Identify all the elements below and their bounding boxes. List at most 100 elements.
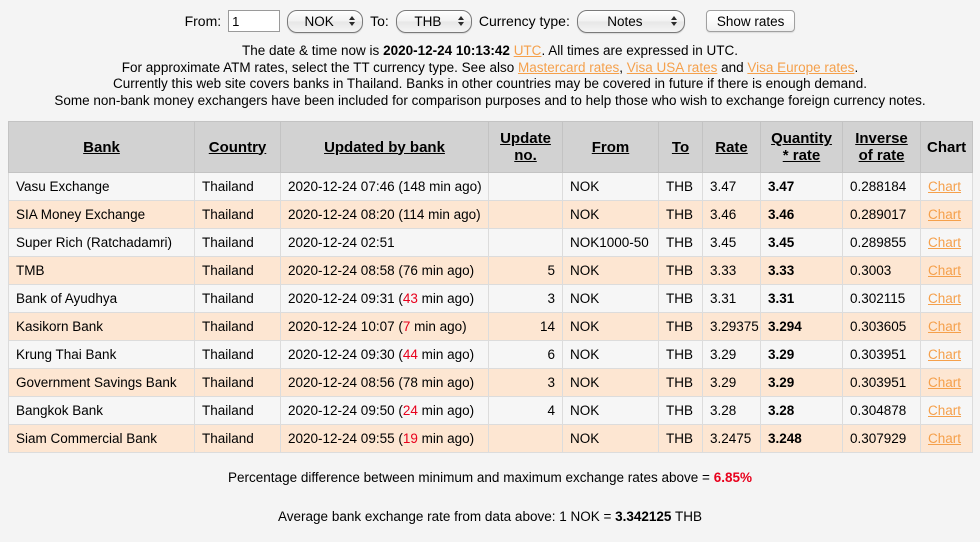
from-currency-select[interactable]: NOK [287, 9, 364, 33]
minutes-ago-value: 7 [402, 319, 411, 334]
intro-line2-sep1: , [619, 59, 627, 75]
cell-quantity-times-rate: 3.45 [760, 228, 843, 257]
cell-from: NOK [562, 368, 659, 397]
updated-timestamp: 2020-12-24 07:46 ( [288, 179, 403, 194]
cell-bank: Bangkok Bank [8, 396, 195, 425]
minutes-ago-value: 76 [402, 263, 418, 278]
cell-updated-by-bank: 2020-12-24 10:07 (7 min ago) [280, 312, 489, 341]
cell-update-no [488, 200, 563, 229]
cell-chart: Chart [920, 424, 973, 453]
updated-timestamp: 2020-12-24 10:07 ( [288, 319, 403, 334]
column-header-bank-label: Bank [83, 138, 120, 156]
cell-country: Thailand [194, 284, 281, 313]
column-header-rate[interactable]: Rate [702, 121, 761, 173]
table-header-row: Bank Country Updated by bank Update no. F… [8, 121, 973, 173]
chart-link[interactable]: Chart [928, 375, 962, 390]
intro-line2-prefix: For approximate ATM rates, select the TT… [121, 59, 518, 75]
chart-link[interactable]: Chart [928, 347, 962, 362]
cell-from: NOK [562, 340, 659, 369]
cell-inverse-of-rate: 0.304878 [842, 396, 921, 425]
updated-timestamp: 2020-12-24 08:20 ( [288, 207, 403, 222]
column-header-inverse-line2: of rate [858, 147, 905, 164]
column-header-bank[interactable]: Bank [8, 121, 195, 173]
rate-query-toolbar: From: NOK To: THB Currency type: Notes S… [0, 0, 980, 38]
chart-link[interactable]: Chart [928, 319, 962, 334]
table-row: Super Rich (Ratchadamri) Thailand 2020-12-… [8, 228, 973, 257]
chart-link[interactable]: Chart [928, 179, 962, 194]
intro-line-3: Currently this web site covers banks in … [113, 76, 867, 91]
currency-type-select[interactable]: Notes [576, 9, 685, 33]
visa-europe-rates-link[interactable]: Visa Europe rates [747, 59, 855, 75]
chart-link[interactable]: Chart [928, 263, 962, 278]
column-header-updated-label: Updated by bank [324, 138, 445, 156]
cell-updated-by-bank: 2020-12-24 09:50 (24 min ago) [280, 396, 489, 425]
cell-country: Thailand [194, 396, 281, 425]
cell-bank: Siam Commercial Bank [8, 424, 195, 453]
cell-quantity-times-rate: 3.47 [760, 172, 843, 201]
updated-timestamp: 2020-12-24 08:56 ( [288, 375, 403, 390]
column-header-inverse-of-rate[interactable]: Inverse of rate [842, 121, 921, 173]
average-rate-line: Average bank exchange rate from data abo… [0, 509, 980, 524]
to-currency-select[interactable]: THB [395, 9, 472, 33]
cell-country: Thailand [194, 228, 281, 257]
minutes-ago-suffix: min ago) [417, 347, 475, 362]
cell-rate: 3.33 [702, 256, 761, 285]
intro-text: The date & time now is 2020-12-24 10:13:… [0, 43, 980, 109]
column-header-updated-by-bank[interactable]: Updated by bank [280, 121, 489, 173]
chart-link[interactable]: Chart [928, 431, 962, 446]
minutes-ago-value: 44 [402, 347, 418, 362]
cell-country: Thailand [194, 172, 281, 201]
chart-link[interactable]: Chart [928, 207, 962, 222]
utc-link[interactable]: UTC [513, 43, 542, 58]
chart-link[interactable]: Chart [928, 235, 962, 250]
rates-table: Bank Country Updated by bank Update no. F… [8, 121, 973, 453]
column-header-country-label: Country [208, 138, 267, 156]
table-row: TMB Thailand 2020-12-24 08:58 (76 min ago)… [8, 256, 973, 285]
cell-update-no: 3 [488, 368, 563, 397]
cell-to: THB [658, 424, 703, 453]
column-header-update-no[interactable]: Update no. [488, 121, 563, 173]
cell-country: Thailand [194, 200, 281, 229]
cell-from: NOK1000-50 [562, 228, 659, 257]
cell-to: THB [658, 396, 703, 425]
table-row: Krung Thai Bank Thailand 2020-12-24 09:30 … [8, 340, 973, 369]
column-header-country[interactable]: Country [194, 121, 281, 173]
visa-usa-rates-link[interactable]: Visa USA rates [626, 59, 718, 75]
cell-update-no [488, 172, 563, 201]
minutes-ago-value: 24 [402, 403, 418, 418]
chart-link[interactable]: Chart [928, 291, 962, 306]
cell-rate: 3.46 [702, 200, 761, 229]
minutes-ago-suffix: min ago) [425, 179, 482, 194]
show-rates-button[interactable]: Show rates [705, 10, 796, 32]
cell-inverse-of-rate: 0.303951 [842, 340, 921, 369]
current-datetime: 2020-12-24 10:13:42 [383, 43, 510, 58]
intro-line2-suffix: . [854, 59, 859, 75]
cell-from: NOK [562, 256, 659, 285]
minutes-ago-value: 78 [402, 375, 418, 390]
cell-update-no: 14 [488, 312, 563, 341]
minutes-ago-value: 148 [402, 179, 426, 194]
mastercard-rates-link[interactable]: Mastercard rates [517, 59, 620, 75]
column-header-from[interactable]: From [562, 121, 659, 173]
currency-type-label: Currency type: [478, 13, 570, 29]
table-row: Bank of Ayudhya Thailand 2020-12-24 09:31 … [8, 284, 973, 313]
column-header-to[interactable]: To [658, 121, 703, 173]
column-header-quantity-rate[interactable]: Quantity * rate [760, 121, 843, 173]
column-header-update-no-line2: no. [514, 147, 537, 164]
cell-rate: 3.29375 [702, 312, 761, 341]
chart-link[interactable]: Chart [928, 403, 962, 418]
minutes-ago-suffix: min ago) [417, 431, 475, 446]
column-header-chart: Chart [920, 121, 973, 173]
updated-timestamp: 2020-12-24 08:58 ( [288, 263, 403, 278]
cell-bank: Government Savings Bank [8, 368, 195, 397]
intro-line-4: Some non-bank money exchangers have been… [54, 92, 926, 108]
intro-line-1: The date & time now is 2020-12-24 10:13:… [0, 43, 980, 60]
intro-line2-sep2: and [717, 59, 748, 75]
cell-quantity-times-rate: 3.33 [760, 256, 843, 285]
cell-country: Thailand [194, 424, 281, 453]
cell-inverse-of-rate: 0.289017 [842, 200, 921, 229]
minutes-ago-suffix: min ago) [417, 291, 475, 306]
cell-update-no: 3 [488, 284, 563, 313]
amount-input[interactable] [228, 10, 281, 32]
cell-to: THB [658, 368, 703, 397]
